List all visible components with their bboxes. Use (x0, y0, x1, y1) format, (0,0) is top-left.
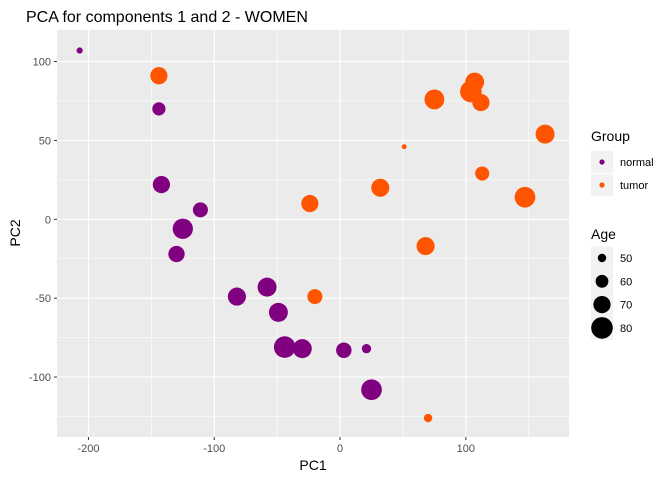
legend: Group normal tumor Age 50 60 70 80 (591, 128, 654, 340)
legend-size-key (597, 253, 607, 263)
y-axis-label: PC2 (7, 219, 23, 246)
data-point-normal (336, 342, 352, 358)
data-point-normal (257, 277, 277, 297)
x-tick-label: -100 (203, 443, 225, 455)
legend-group-title: Group (591, 128, 630, 144)
x-tick-label: 0 (337, 443, 343, 455)
plot-panel (57, 30, 569, 437)
y-tick-label: -50 (35, 293, 51, 305)
x-tick-label: 100 (457, 443, 475, 455)
data-point-tumor (416, 237, 435, 256)
y-axis-ticks: -100 -50 0 50 100 (29, 57, 57, 384)
data-point-normal (227, 287, 246, 306)
data-point-tumor (424, 89, 445, 110)
data-point-tumor (150, 67, 168, 85)
data-point-normal (273, 336, 296, 358)
legend-size-label: 60 (620, 276, 632, 288)
legend-size-key (591, 317, 613, 339)
y-tick-label: 100 (33, 57, 51, 69)
data-point-normal (361, 344, 372, 354)
legend-size-items: 50 60 70 80 (591, 246, 632, 340)
legend-label-tumor: tumor (620, 180, 648, 192)
data-point-tumor (514, 186, 536, 208)
legend-size-label: 70 (620, 300, 632, 312)
y-tick-label: 0 (45, 214, 51, 226)
legend-key-normal (599, 159, 605, 165)
data-point-tumor (423, 413, 433, 423)
data-point-normal (172, 218, 193, 239)
data-points (76, 47, 555, 423)
data-point-normal (361, 379, 382, 401)
data-point-tumor (472, 93, 490, 112)
data-point-normal (168, 245, 185, 263)
data-point-tumor (475, 166, 490, 181)
data-point-tumor (401, 144, 407, 150)
legend-size-title: Age (591, 226, 616, 242)
data-point-tumor (307, 289, 323, 305)
legend-size-key (593, 296, 611, 314)
legend-size-key (595, 274, 609, 288)
y-tick-label: 50 (39, 135, 51, 147)
data-point-tumor (535, 124, 555, 144)
x-axis-ticks: -200 -100 0 100 (77, 437, 475, 455)
data-point-normal (268, 302, 288, 322)
legend-size-label: 80 (620, 323, 632, 335)
data-point-normal (292, 339, 312, 359)
data-point-normal (76, 47, 83, 54)
legend-group-items: normal tumor (591, 151, 654, 196)
legend-label-normal: normal (620, 157, 654, 169)
data-point-tumor (371, 178, 390, 197)
x-tick-label: -200 (77, 443, 99, 455)
x-axis-label: PC1 (299, 457, 326, 473)
legend-size-label: 50 (620, 253, 632, 265)
y-tick-label: -100 (29, 372, 51, 384)
data-point-normal (192, 202, 208, 218)
chart-title: PCA for components 1 and 2 - WOMEN (26, 9, 308, 26)
data-point-tumor (301, 194, 319, 213)
major-gridlines (57, 30, 569, 437)
legend-key-tumor (599, 182, 605, 188)
data-point-normal (152, 175, 171, 194)
data-point-normal (152, 102, 166, 116)
